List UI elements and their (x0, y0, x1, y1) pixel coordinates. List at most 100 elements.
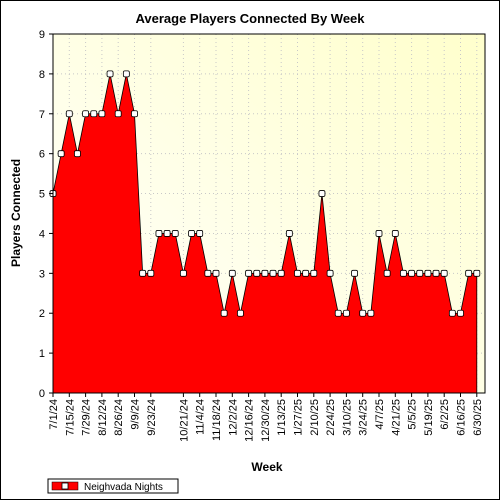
data-point (196, 230, 204, 237)
x-tick-label: 8/12/24 (97, 399, 109, 436)
data-point (294, 269, 301, 277)
x-tick-label: 4/7/25 (374, 399, 386, 430)
y-axis-title: Players Connected (9, 159, 23, 267)
data-point (448, 309, 456, 317)
data-point (285, 230, 293, 237)
data-point (416, 269, 424, 277)
x-axis-title: Week (251, 460, 282, 474)
x-tick-label: 1/13/25 (276, 399, 288, 436)
data-point (114, 110, 122, 118)
y-tick-label: 4 (39, 228, 45, 240)
data-point (310, 269, 318, 277)
legend: Neighvada Nights (47, 478, 179, 494)
x-tick-label: 7/29/24 (81, 399, 93, 436)
x-tick-label: 6/16/25 (456, 399, 468, 436)
x-tick-label: 6/2/25 (439, 399, 451, 430)
data-point (424, 269, 432, 277)
x-tick-label: 3/24/25 (358, 399, 370, 436)
x-tick-label: 11/18/24 (211, 399, 223, 441)
data-point (277, 269, 285, 277)
data-point (391, 230, 399, 237)
x-tick-label: 12/16/24 (244, 399, 256, 442)
y-tick-label: 8 (39, 69, 45, 81)
x-tick-label: 5/19/25 (423, 399, 435, 436)
x-tick-label: 11/4/24 (195, 399, 207, 435)
x-tick-label: 5/5/25 (407, 399, 419, 430)
data-point (188, 230, 195, 237)
data-point (253, 269, 261, 277)
y-tick-label: 2 (39, 308, 45, 320)
data-point (204, 269, 212, 277)
data-point (212, 269, 220, 277)
data-point (408, 269, 416, 277)
y-axis-ticks: 0 1 2 3 4 5 6 7 8 9 (39, 29, 53, 400)
x-tick-label: 9/9/24 (130, 399, 142, 430)
data-point (269, 269, 277, 277)
x-tick-label: 12/30/24 (260, 399, 272, 442)
data-point (342, 309, 350, 317)
data-point (228, 269, 236, 277)
data-point (106, 70, 114, 78)
plot-border (52, 33, 486, 394)
data-point (375, 230, 383, 237)
data-point (465, 269, 473, 277)
data-point (139, 269, 147, 277)
x-tick-label: 6/30/25 (472, 399, 484, 436)
x-tick-label: 8/26/24 (113, 399, 125, 436)
x-tick-label: 10/21/24 (178, 399, 190, 442)
data-point (261, 269, 269, 277)
data-point (90, 110, 98, 118)
data-point (179, 269, 187, 277)
y-tick-label: 1 (39, 348, 45, 360)
data-point (383, 269, 391, 277)
chart-title: Average Players Connected By Week (135, 11, 365, 26)
data-point (473, 269, 481, 277)
data-point (74, 150, 81, 158)
data-point (98, 110, 106, 118)
data-point (57, 150, 65, 158)
data-point (122, 70, 130, 78)
x-tick-label: 7/15/24 (64, 399, 76, 436)
y-tick-label: 0 (39, 388, 45, 400)
x-tick-label: 2/24/25 (325, 399, 337, 436)
data-point (147, 269, 155, 277)
x-tick-label: 7/1/24 (48, 399, 60, 430)
x-tick-label: 4/21/25 (390, 399, 402, 436)
x-tick-label: 1/27/25 (293, 399, 305, 436)
data-point (237, 309, 244, 317)
x-tick-label: 12/2/24 (227, 399, 239, 436)
data-point (351, 269, 358, 277)
legend-box (47, 478, 179, 494)
data-point (302, 269, 310, 277)
y-tick-label: 5 (39, 189, 45, 201)
legend-marker (61, 482, 69, 490)
y-tick-label: 3 (39, 268, 45, 280)
data-point (457, 309, 464, 317)
data-point (163, 230, 171, 237)
data-point (359, 309, 367, 317)
data-point (432, 269, 440, 277)
data-point (318, 190, 326, 197)
series-markers (49, 70, 481, 317)
data-point (82, 110, 89, 118)
data-point (334, 309, 342, 317)
y-tick-label: 9 (39, 29, 45, 41)
data-point (155, 230, 163, 237)
data-point (171, 230, 179, 237)
x-axis-ticks: 7/1/24 7/15/24 7/29/24 8/12/24 8/26/24 9/9/24… (48, 393, 484, 442)
data-point (367, 309, 375, 317)
data-point (65, 110, 73, 118)
data-point (131, 110, 138, 118)
data-point (326, 269, 334, 277)
x-tick-label: 2/10/25 (309, 399, 321, 436)
legend-label: Neighvada Nights (84, 482, 163, 493)
x-tick-label: 9/23/24 (146, 399, 158, 436)
data-point (400, 269, 407, 277)
y-tick-label: 6 (39, 149, 45, 161)
data-point (220, 309, 228, 317)
data-point (245, 269, 253, 277)
x-tick-label: 3/10/25 (341, 399, 353, 436)
data-point (440, 269, 448, 277)
